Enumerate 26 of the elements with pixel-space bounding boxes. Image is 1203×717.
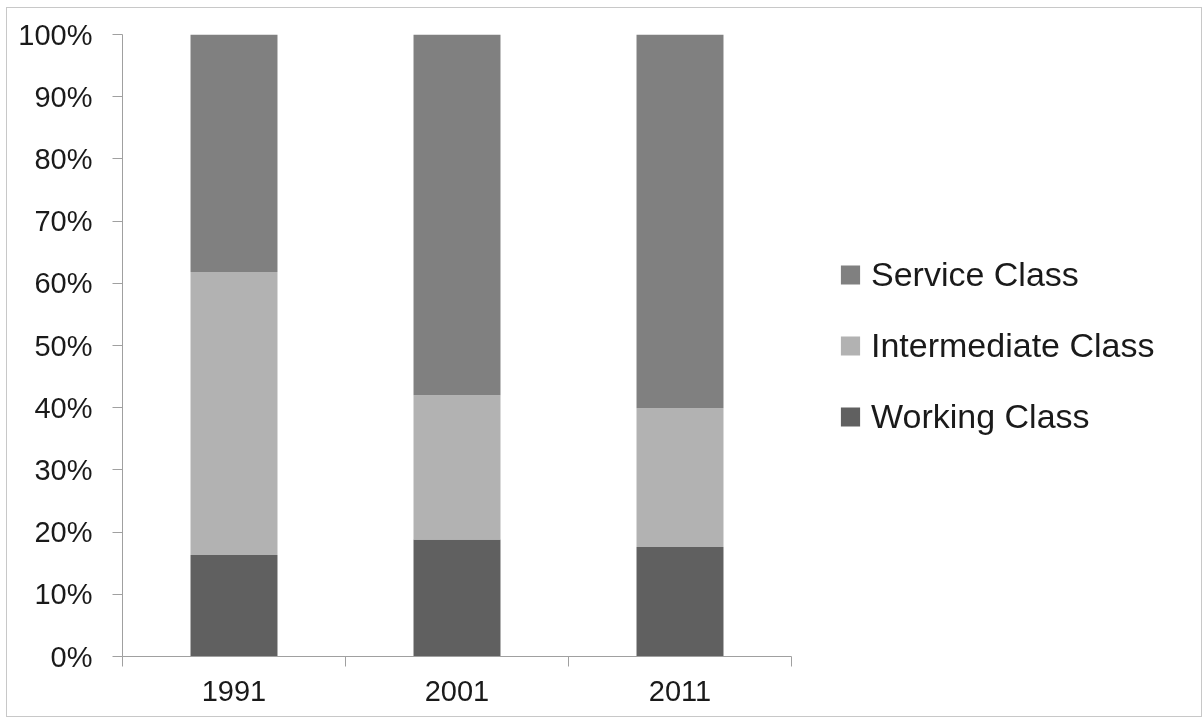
- legend-label: Service Class: [871, 254, 1079, 294]
- y-tick-label: 100%: [18, 18, 93, 51]
- bar: [413, 395, 501, 540]
- y-tick-label: 60%: [34, 267, 93, 300]
- legend-label: Intermediate Class: [871, 325, 1155, 365]
- bar: [636, 34, 724, 409]
- bar: [636, 408, 724, 548]
- y-tick-label: 0%: [50, 640, 93, 673]
- y-tick-label: 50%: [34, 329, 93, 362]
- x-tick-label: 2001: [424, 674, 490, 707]
- y-tick-label: 80%: [34, 142, 93, 175]
- bar: [190, 555, 278, 657]
- x-tick-label: 2011: [648, 674, 712, 707]
- legend-label: Working Class: [871, 396, 1090, 436]
- y-tick-label: 90%: [34, 80, 93, 113]
- bar: [413, 539, 501, 657]
- bar: [413, 34, 501, 396]
- bar: [636, 547, 724, 657]
- y-tick-label: 30%: [34, 453, 93, 486]
- y-tick-label: 70%: [34, 205, 93, 238]
- y-tick-label: 40%: [34, 391, 93, 424]
- x-tick-label: 1991: [201, 674, 267, 707]
- y-tick-label: 20%: [34, 516, 93, 549]
- bar: [190, 34, 278, 273]
- y-tick-label: 10%: [34, 578, 93, 611]
- bar: [190, 272, 278, 556]
